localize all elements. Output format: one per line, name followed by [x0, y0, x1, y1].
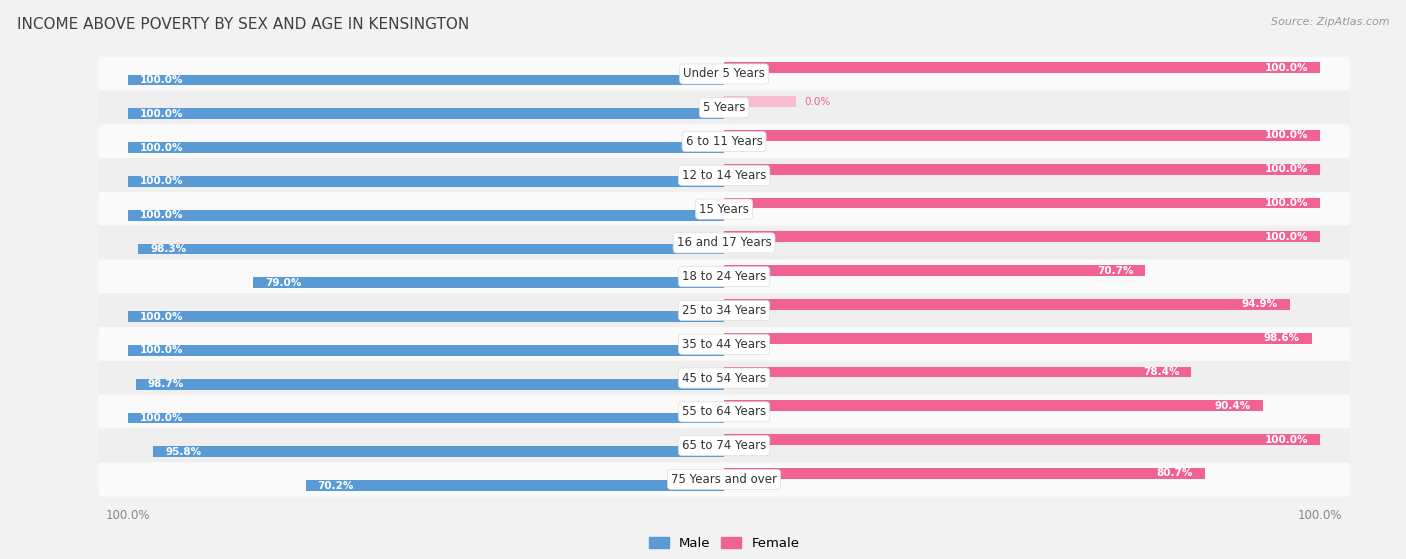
Text: Under 5 Years: Under 5 Years — [683, 68, 765, 80]
Text: 35 to 44 Years: 35 to 44 Years — [682, 338, 766, 351]
Bar — [305, 480, 724, 491]
Text: 98.7%: 98.7% — [148, 379, 184, 389]
Text: 94.9%: 94.9% — [1241, 300, 1278, 310]
Text: 45 to 54 Years: 45 to 54 Years — [682, 372, 766, 385]
Text: 15 Years: 15 Years — [699, 202, 749, 216]
Bar — [724, 164, 1320, 174]
Text: 100.0%: 100.0% — [1264, 63, 1308, 73]
Text: 98.6%: 98.6% — [1264, 333, 1299, 343]
Text: 100.0%: 100.0% — [141, 143, 184, 153]
Text: 100.0%: 100.0% — [141, 210, 184, 220]
Text: Source: ZipAtlas.com: Source: ZipAtlas.com — [1271, 17, 1389, 27]
Bar — [724, 130, 1320, 141]
Text: 78.4%: 78.4% — [1143, 367, 1180, 377]
Text: 100.0%: 100.0% — [141, 413, 184, 423]
Bar — [724, 265, 1146, 276]
Text: 5 Years: 5 Years — [703, 101, 745, 114]
Text: 100.0%: 100.0% — [1264, 130, 1308, 140]
Bar — [724, 333, 1312, 344]
Bar — [724, 434, 1320, 445]
FancyBboxPatch shape — [98, 259, 1350, 294]
FancyBboxPatch shape — [98, 158, 1350, 192]
Text: 100.0%: 100.0% — [1264, 232, 1308, 242]
Text: 0.0%: 0.0% — [804, 97, 831, 107]
Text: 70.2%: 70.2% — [318, 481, 354, 491]
Text: 75 Years and over: 75 Years and over — [671, 473, 778, 486]
FancyBboxPatch shape — [98, 56, 1350, 91]
Text: INCOME ABOVE POVERTY BY SEX AND AGE IN KENSINGTON: INCOME ABOVE POVERTY BY SEX AND AGE IN K… — [17, 17, 470, 32]
Legend: Male, Female: Male, Female — [644, 532, 804, 555]
Bar — [253, 277, 724, 288]
Bar — [136, 379, 724, 390]
Bar — [138, 244, 724, 254]
Text: 95.8%: 95.8% — [165, 447, 201, 457]
Text: 100.0%: 100.0% — [1264, 434, 1308, 444]
Text: 100.0%: 100.0% — [141, 109, 184, 119]
FancyBboxPatch shape — [98, 91, 1350, 125]
Text: 65 to 74 Years: 65 to 74 Years — [682, 439, 766, 452]
FancyBboxPatch shape — [98, 226, 1350, 260]
Bar — [724, 468, 1205, 479]
Bar — [724, 198, 1320, 209]
Bar — [724, 96, 796, 107]
Text: 16 and 17 Years: 16 and 17 Years — [676, 236, 772, 249]
Text: 80.7%: 80.7% — [1157, 468, 1194, 479]
Text: 100.0%: 100.0% — [141, 345, 184, 356]
FancyBboxPatch shape — [98, 395, 1350, 429]
Text: 70.7%: 70.7% — [1097, 266, 1133, 276]
Text: 18 to 24 Years: 18 to 24 Years — [682, 270, 766, 283]
Bar — [724, 400, 1263, 411]
Text: 55 to 64 Years: 55 to 64 Years — [682, 405, 766, 418]
Text: 79.0%: 79.0% — [266, 278, 301, 288]
FancyBboxPatch shape — [98, 293, 1350, 328]
Text: 25 to 34 Years: 25 to 34 Years — [682, 304, 766, 317]
Bar — [128, 345, 724, 356]
Bar — [724, 231, 1320, 242]
Bar — [128, 108, 724, 119]
FancyBboxPatch shape — [98, 192, 1350, 226]
Bar — [128, 413, 724, 423]
FancyBboxPatch shape — [98, 428, 1350, 463]
Text: 6 to 11 Years: 6 to 11 Years — [686, 135, 762, 148]
Text: 12 to 14 Years: 12 to 14 Years — [682, 169, 766, 182]
Text: 100.0%: 100.0% — [141, 177, 184, 186]
FancyBboxPatch shape — [98, 327, 1350, 362]
Bar — [128, 75, 724, 86]
Bar — [153, 446, 724, 457]
FancyBboxPatch shape — [98, 462, 1350, 497]
Bar — [128, 311, 724, 322]
Text: 100.0%: 100.0% — [1264, 198, 1308, 208]
Bar — [128, 210, 724, 221]
Text: 98.3%: 98.3% — [150, 244, 187, 254]
Bar — [724, 367, 1191, 377]
Text: 100.0%: 100.0% — [141, 75, 184, 85]
FancyBboxPatch shape — [98, 361, 1350, 395]
Bar — [724, 63, 1320, 73]
Text: 100.0%: 100.0% — [141, 311, 184, 321]
Bar — [128, 142, 724, 153]
Text: 100.0%: 100.0% — [1264, 164, 1308, 174]
Text: 90.4%: 90.4% — [1215, 401, 1251, 411]
Bar — [724, 299, 1289, 310]
Bar — [128, 176, 724, 187]
FancyBboxPatch shape — [98, 124, 1350, 159]
